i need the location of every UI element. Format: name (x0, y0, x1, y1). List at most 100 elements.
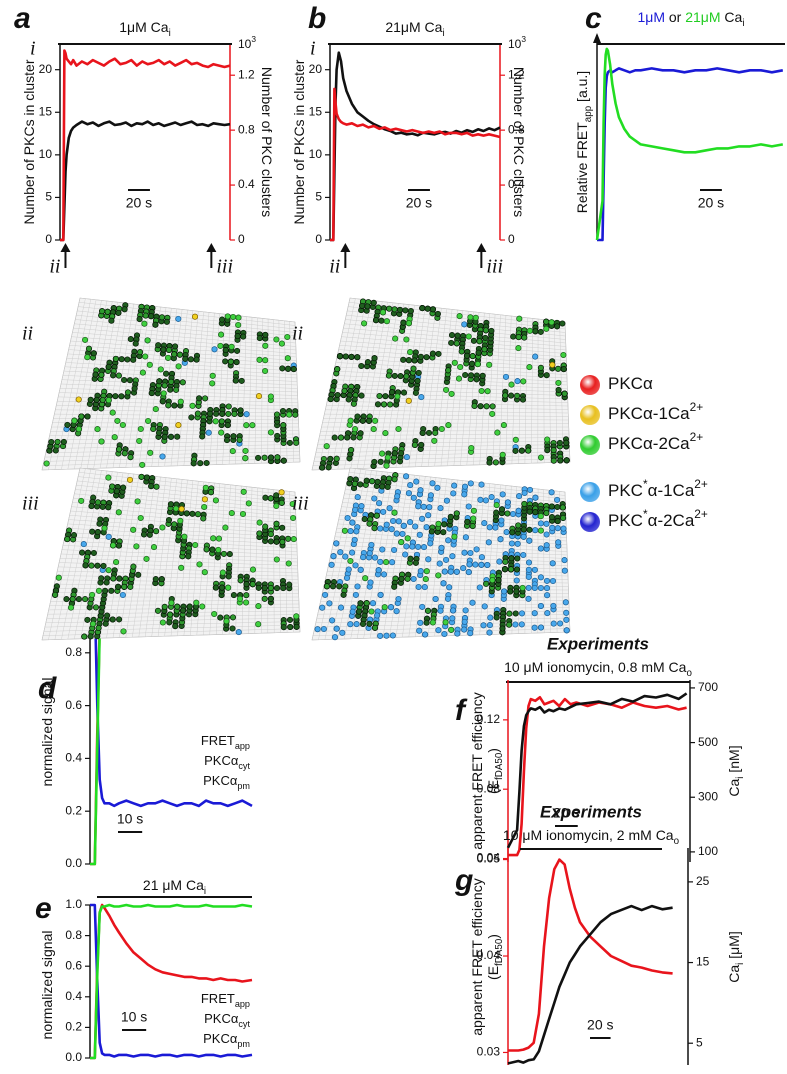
molecule (320, 625, 327, 633)
molecule (478, 387, 485, 395)
molecule (351, 480, 358, 487)
molecule (447, 513, 454, 520)
molecule (152, 406, 159, 413)
molecule (417, 619, 424, 626)
molecule (537, 574, 544, 581)
molecule (560, 514, 567, 522)
molecule (449, 553, 456, 560)
legend-swatch (580, 435, 600, 455)
text-part: PKCα (204, 1011, 239, 1026)
molecule (239, 510, 247, 518)
molecule (465, 503, 472, 510)
molecule (413, 478, 420, 485)
molecule (481, 346, 488, 353)
molecule (554, 503, 561, 511)
molecule (189, 510, 196, 517)
molecule (407, 519, 414, 526)
molecule (520, 533, 527, 540)
molecule (556, 439, 563, 446)
legend-swatch (580, 482, 600, 502)
molecule (372, 417, 379, 424)
molecule (483, 580, 490, 587)
molecule (368, 608, 375, 615)
molecule (531, 624, 538, 631)
molecule (191, 313, 199, 320)
molecule (234, 347, 241, 354)
molecule (537, 584, 544, 592)
molecule (508, 381, 515, 388)
molecule (458, 348, 465, 355)
molecule (237, 577, 244, 584)
molecule (93, 396, 100, 403)
molecule (48, 438, 55, 446)
molecule (157, 366, 164, 373)
y-tick-label: 0.03 (477, 1045, 501, 1059)
molecule (262, 342, 269, 349)
molecule (526, 327, 533, 334)
molecule (333, 455, 340, 462)
molecule (507, 566, 515, 573)
molecule (161, 433, 168, 440)
molecule (467, 314, 474, 321)
text-part: PKC (608, 511, 643, 530)
molecule (165, 346, 173, 354)
molecule (403, 454, 410, 461)
molecule (178, 505, 185, 513)
molecule (554, 496, 561, 503)
text-part: o (686, 668, 692, 679)
molecule (469, 353, 476, 360)
text-part: 10 (238, 37, 252, 51)
molecule (337, 604, 345, 611)
molecule (92, 604, 100, 611)
molecule (175, 422, 182, 429)
molecule (273, 538, 280, 545)
molecule (509, 510, 517, 518)
molecule (158, 314, 166, 321)
molecule (352, 426, 359, 433)
molecule (219, 410, 226, 417)
molecule (243, 599, 250, 606)
text-part: Relative FRET (574, 122, 590, 213)
molecule (331, 634, 339, 641)
molecule (555, 365, 562, 372)
molecule (554, 518, 561, 525)
y-tick-label: 0.05 (477, 852, 501, 866)
molecule (197, 460, 204, 467)
molecule (520, 378, 527, 385)
y-tick-label: 1.0 (65, 897, 82, 911)
molecule (94, 562, 101, 569)
molecule (105, 533, 112, 540)
molecule (75, 426, 82, 433)
molecule (525, 559, 533, 566)
molecule (509, 529, 516, 536)
molecule (543, 585, 551, 592)
text-part: 3 (521, 34, 526, 44)
molecule (362, 575, 369, 582)
molecule (154, 607, 162, 614)
molecule (435, 520, 442, 527)
molecule (262, 331, 269, 338)
text-part: 10 (508, 37, 522, 51)
molecule (417, 353, 424, 360)
molecule (498, 506, 506, 513)
molecule (495, 577, 502, 584)
marker-arrowhead (340, 243, 351, 252)
molecule (560, 351, 567, 359)
molecule (219, 569, 226, 576)
molecule (463, 352, 471, 359)
molecule (555, 379, 562, 386)
molecule (483, 403, 490, 410)
molecule (319, 464, 326, 471)
molecule (398, 575, 405, 582)
molecule (393, 530, 400, 537)
molecule (380, 508, 387, 515)
molecule (482, 334, 489, 341)
molecule (285, 365, 292, 372)
molecule (455, 375, 463, 382)
molecule (373, 512, 380, 519)
molecule (88, 562, 95, 569)
molecule (127, 454, 134, 461)
molecule (225, 573, 232, 580)
marker-arrowhead (476, 243, 487, 252)
molecule (366, 550, 373, 557)
